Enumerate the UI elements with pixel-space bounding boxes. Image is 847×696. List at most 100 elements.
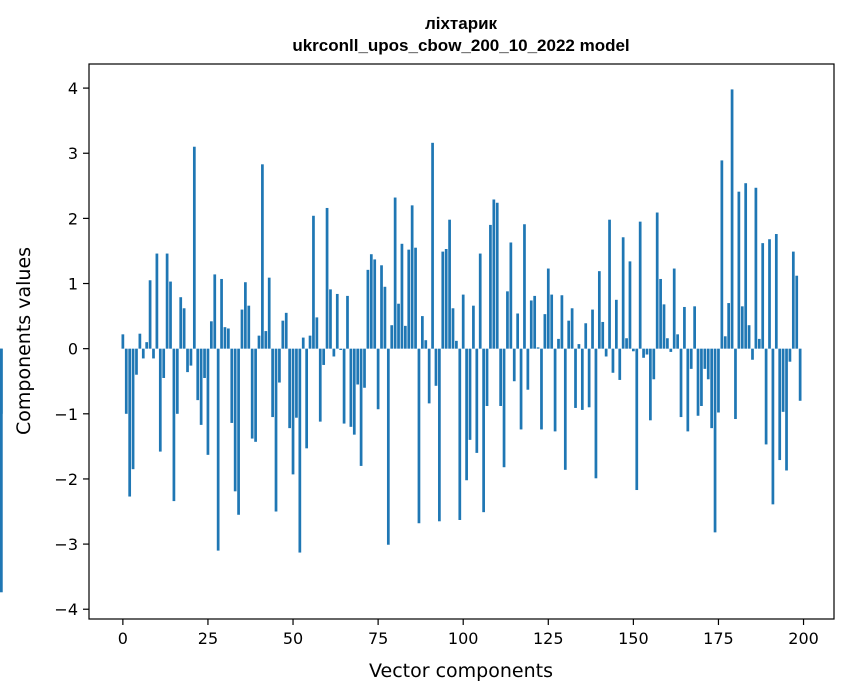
bar xyxy=(124,348,128,414)
bar xyxy=(499,348,503,406)
x-tick-label: 0 xyxy=(118,629,128,648)
bar xyxy=(635,348,639,491)
bar xyxy=(604,348,608,357)
bar xyxy=(138,333,142,349)
bar xyxy=(730,89,734,349)
bar xyxy=(274,348,278,512)
bar xyxy=(740,306,744,349)
bar xyxy=(713,348,717,533)
bar xyxy=(601,321,605,349)
bar xyxy=(175,348,179,414)
bar xyxy=(186,348,189,373)
bar xyxy=(386,348,390,545)
bar xyxy=(472,305,475,349)
bar xyxy=(614,299,618,349)
bar xyxy=(233,348,237,492)
bar xyxy=(591,309,594,349)
bar xyxy=(638,221,642,349)
x-tick-label: 50 xyxy=(283,629,303,648)
bar xyxy=(414,247,417,349)
bar xyxy=(645,348,649,355)
bar xyxy=(686,348,690,432)
bar xyxy=(580,348,584,410)
bar xyxy=(230,348,234,423)
bar xyxy=(710,348,714,429)
bar xyxy=(519,348,523,430)
bar xyxy=(281,320,285,349)
bar xyxy=(349,348,353,427)
bar xyxy=(441,251,445,349)
bar xyxy=(135,348,138,375)
y-tick-label: −4 xyxy=(54,600,78,619)
bar xyxy=(209,321,213,349)
bar xyxy=(223,327,227,349)
bar xyxy=(533,295,537,349)
bar xyxy=(693,306,696,349)
bar xyxy=(227,328,230,349)
bar xyxy=(683,306,686,349)
bar xyxy=(308,335,312,349)
bar xyxy=(342,348,346,424)
bar xyxy=(121,334,125,349)
bar xyxy=(301,337,305,349)
bar xyxy=(339,348,343,350)
y-tick-label: 3 xyxy=(68,144,78,163)
bar xyxy=(608,219,611,349)
bar xyxy=(706,348,710,380)
bar xyxy=(420,316,424,349)
bar xyxy=(417,348,421,524)
bar xyxy=(509,242,513,349)
bar xyxy=(451,308,455,349)
bar xyxy=(278,348,281,383)
bar xyxy=(172,348,176,502)
bar xyxy=(679,348,683,418)
bar xyxy=(529,300,533,349)
bar xyxy=(584,323,588,349)
bar xyxy=(468,348,472,440)
bar xyxy=(295,348,298,418)
chart-title-line1: ліхтарик xyxy=(425,14,498,33)
bar xyxy=(757,338,761,349)
bar xyxy=(594,348,598,479)
bar xyxy=(0,348,3,414)
bar xyxy=(458,348,462,520)
bar xyxy=(0,348,3,593)
bar xyxy=(216,348,220,551)
bar xyxy=(465,348,468,481)
bar xyxy=(158,348,162,452)
bar xyxy=(655,212,659,349)
bar xyxy=(250,348,254,439)
bar xyxy=(475,348,479,453)
bar xyxy=(196,348,200,401)
bar xyxy=(427,348,431,404)
bar xyxy=(557,338,560,349)
bar xyxy=(574,348,577,408)
bar xyxy=(291,348,295,475)
bar xyxy=(359,348,363,466)
bar xyxy=(621,237,625,349)
bar xyxy=(145,342,149,349)
bar xyxy=(587,348,591,408)
bar xyxy=(563,348,567,470)
bar xyxy=(512,348,516,382)
y-tick-label: 0 xyxy=(68,340,78,359)
bar xyxy=(315,317,319,349)
bar xyxy=(523,224,526,349)
bar xyxy=(448,219,451,349)
bar xyxy=(662,304,666,349)
bar xyxy=(390,325,394,349)
chart-title-line2: ukrconll_upos_cbow_200_10_2022 model xyxy=(292,36,629,55)
bar xyxy=(632,348,635,352)
bar xyxy=(570,308,574,349)
bar xyxy=(768,239,771,349)
bar xyxy=(536,347,540,349)
bar xyxy=(254,348,257,442)
plot-frame xyxy=(88,63,835,620)
bar xyxy=(727,303,731,349)
bar xyxy=(649,348,652,421)
bar xyxy=(366,269,370,349)
bar xyxy=(751,348,754,360)
bar xyxy=(669,348,673,352)
bar xyxy=(485,348,489,406)
bar xyxy=(744,183,748,349)
